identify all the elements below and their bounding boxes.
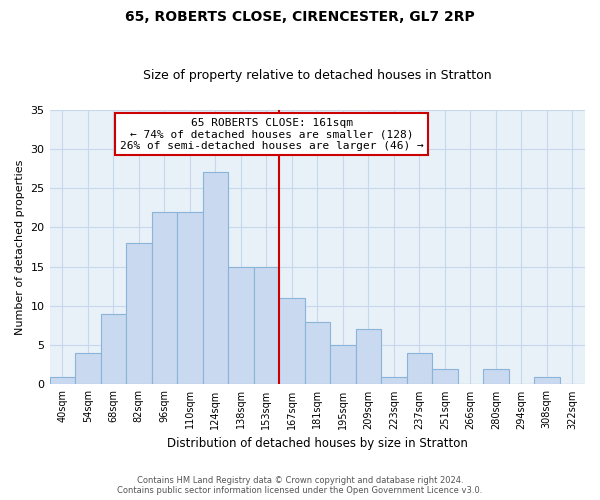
Bar — [305, 322, 330, 384]
Bar — [356, 330, 381, 384]
Bar — [330, 345, 356, 385]
Bar — [279, 298, 305, 384]
Bar — [203, 172, 228, 384]
Bar — [483, 368, 509, 384]
Bar — [254, 266, 279, 384]
Title: Size of property relative to detached houses in Stratton: Size of property relative to detached ho… — [143, 69, 491, 82]
Bar — [101, 314, 126, 384]
Text: Contains HM Land Registry data © Crown copyright and database right 2024.
Contai: Contains HM Land Registry data © Crown c… — [118, 476, 482, 495]
Bar — [432, 368, 458, 384]
Bar — [152, 212, 177, 384]
Text: 65, ROBERTS CLOSE, CIRENCESTER, GL7 2RP: 65, ROBERTS CLOSE, CIRENCESTER, GL7 2RP — [125, 10, 475, 24]
Y-axis label: Number of detached properties: Number of detached properties — [15, 160, 25, 334]
Bar — [228, 266, 254, 384]
Bar — [126, 243, 152, 384]
Bar — [534, 376, 560, 384]
Bar — [407, 353, 432, 384]
Bar — [177, 212, 203, 384]
Bar — [50, 376, 75, 384]
Bar — [75, 353, 101, 384]
Bar — [381, 376, 407, 384]
Text: 65 ROBERTS CLOSE: 161sqm
← 74% of detached houses are smaller (128)
26% of semi-: 65 ROBERTS CLOSE: 161sqm ← 74% of detach… — [120, 118, 424, 151]
X-axis label: Distribution of detached houses by size in Stratton: Distribution of detached houses by size … — [167, 437, 468, 450]
